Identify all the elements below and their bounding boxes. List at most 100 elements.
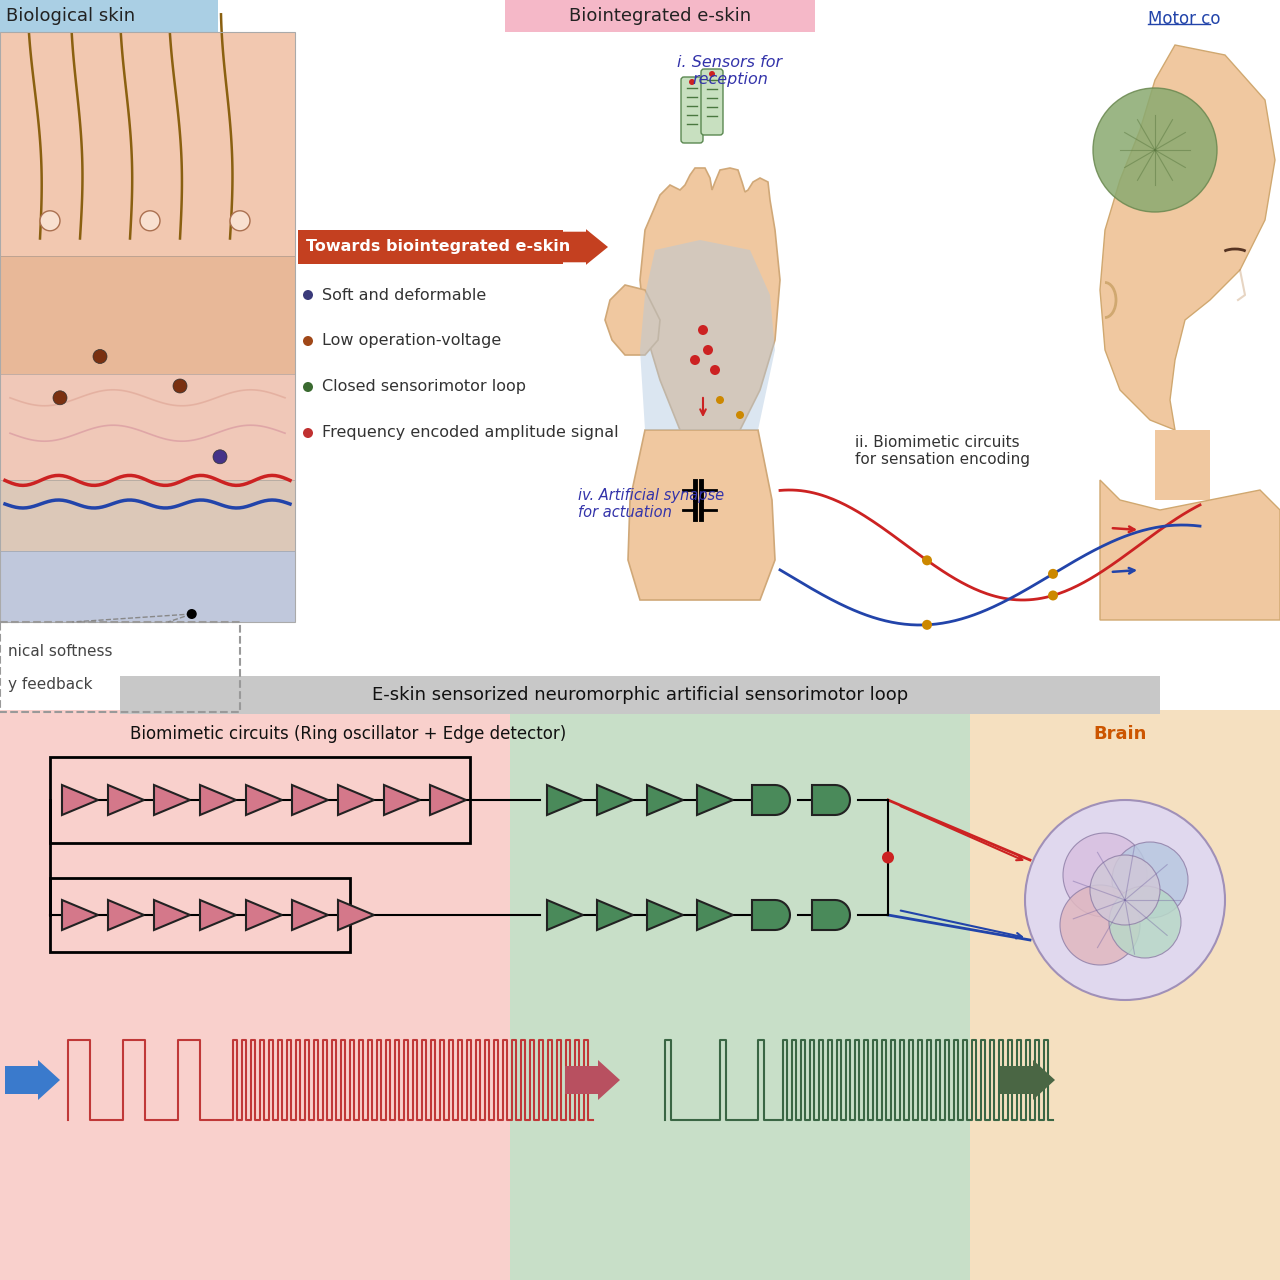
Bar (0, 480, 294, 552)
Polygon shape (628, 430, 774, 600)
Circle shape (230, 211, 250, 230)
Bar (0, 256, 294, 374)
Bar (0, 32, 294, 622)
Polygon shape (200, 900, 236, 931)
Text: E-skin sensorized neuromorphic artificial sensorimotor loop: E-skin sensorized neuromorphic artificia… (372, 686, 908, 704)
Text: Frequency encoded amplitude signal: Frequency encoded amplitude signal (323, 425, 618, 440)
Polygon shape (646, 900, 684, 931)
Bar (812, 785, 835, 815)
Circle shape (1108, 886, 1181, 957)
Bar (0, 622, 241, 712)
Circle shape (187, 609, 197, 620)
Polygon shape (108, 900, 143, 931)
Circle shape (303, 381, 314, 392)
Wedge shape (774, 900, 790, 931)
Text: Brain: Brain (1093, 724, 1147, 742)
Polygon shape (640, 241, 774, 430)
Circle shape (303, 428, 314, 438)
Circle shape (690, 355, 700, 365)
Polygon shape (61, 900, 99, 931)
Polygon shape (154, 785, 189, 815)
Bar (753, 900, 774, 931)
Circle shape (922, 556, 932, 566)
Bar (812, 900, 835, 931)
Text: ii. Biomimetic circuits
for sensation encoding: ii. Biomimetic circuits for sensation en… (855, 435, 1030, 467)
Polygon shape (200, 785, 236, 815)
Polygon shape (154, 900, 189, 931)
Bar (506, 0, 815, 32)
Bar (1155, 430, 1210, 500)
Bar (970, 710, 1280, 1280)
Polygon shape (108, 785, 143, 815)
Polygon shape (596, 900, 634, 931)
FancyArrow shape (563, 229, 608, 265)
Text: i. Sensors for
reception: i. Sensors for reception (677, 55, 782, 87)
Text: nical softness: nical softness (8, 645, 113, 659)
Polygon shape (246, 900, 282, 931)
Circle shape (698, 325, 708, 335)
Circle shape (882, 851, 893, 864)
Text: Low operation-voltage: Low operation-voltage (323, 334, 502, 348)
Circle shape (1093, 88, 1217, 212)
Text: iv. Artificial synapse
for actuation: iv. Artificial synapse for actuation (579, 488, 724, 521)
Bar (509, 710, 970, 1280)
Bar (50, 878, 349, 952)
Bar (0, 32, 294, 256)
Circle shape (303, 291, 314, 300)
Text: Biomimetic circuits (Ring oscillator + Edge detector): Biomimetic circuits (Ring oscillator + E… (131, 724, 566, 742)
Bar (0, 374, 294, 480)
Text: Biological skin: Biological skin (6, 6, 136, 26)
Circle shape (689, 79, 695, 84)
Polygon shape (698, 900, 733, 931)
Bar (120, 676, 1160, 714)
FancyBboxPatch shape (701, 69, 723, 134)
Bar (0, 552, 294, 622)
Bar (0, 710, 556, 1280)
Polygon shape (430, 785, 466, 815)
Circle shape (1062, 833, 1147, 916)
Polygon shape (640, 168, 780, 460)
Wedge shape (835, 785, 850, 815)
Circle shape (703, 346, 713, 355)
Circle shape (922, 620, 932, 630)
Circle shape (1048, 568, 1059, 579)
Polygon shape (698, 785, 733, 815)
Circle shape (1112, 842, 1188, 918)
Circle shape (1091, 855, 1160, 925)
Circle shape (710, 365, 719, 375)
Circle shape (1025, 800, 1225, 1000)
Polygon shape (338, 785, 374, 815)
Polygon shape (547, 785, 582, 815)
Polygon shape (61, 785, 99, 815)
Polygon shape (646, 785, 684, 815)
Text: Soft and deformable: Soft and deformable (323, 288, 486, 302)
Wedge shape (774, 785, 790, 815)
Circle shape (709, 70, 716, 77)
FancyArrow shape (1000, 1060, 1055, 1100)
Circle shape (736, 411, 744, 419)
Circle shape (212, 449, 227, 463)
Polygon shape (1100, 45, 1275, 430)
Polygon shape (338, 900, 374, 931)
Circle shape (1048, 590, 1059, 600)
Wedge shape (835, 900, 850, 931)
Circle shape (716, 396, 724, 404)
Polygon shape (596, 785, 634, 815)
Bar (753, 785, 774, 815)
Text: Biointegrated e-skin: Biointegrated e-skin (568, 6, 751, 26)
Text: y feedback: y feedback (8, 677, 92, 691)
Circle shape (52, 390, 67, 404)
Bar (0, 0, 1280, 660)
Circle shape (140, 211, 160, 230)
FancyBboxPatch shape (681, 77, 703, 143)
Polygon shape (605, 285, 660, 355)
Polygon shape (292, 900, 328, 931)
Text: Closed sensorimotor loop: Closed sensorimotor loop (323, 379, 526, 394)
FancyArrow shape (5, 1060, 60, 1100)
Polygon shape (292, 785, 328, 815)
Polygon shape (246, 785, 282, 815)
Text: Towards biointegrated e-skin: Towards biointegrated e-skin (306, 239, 571, 255)
Circle shape (303, 335, 314, 346)
Circle shape (93, 349, 108, 364)
Circle shape (173, 379, 187, 393)
